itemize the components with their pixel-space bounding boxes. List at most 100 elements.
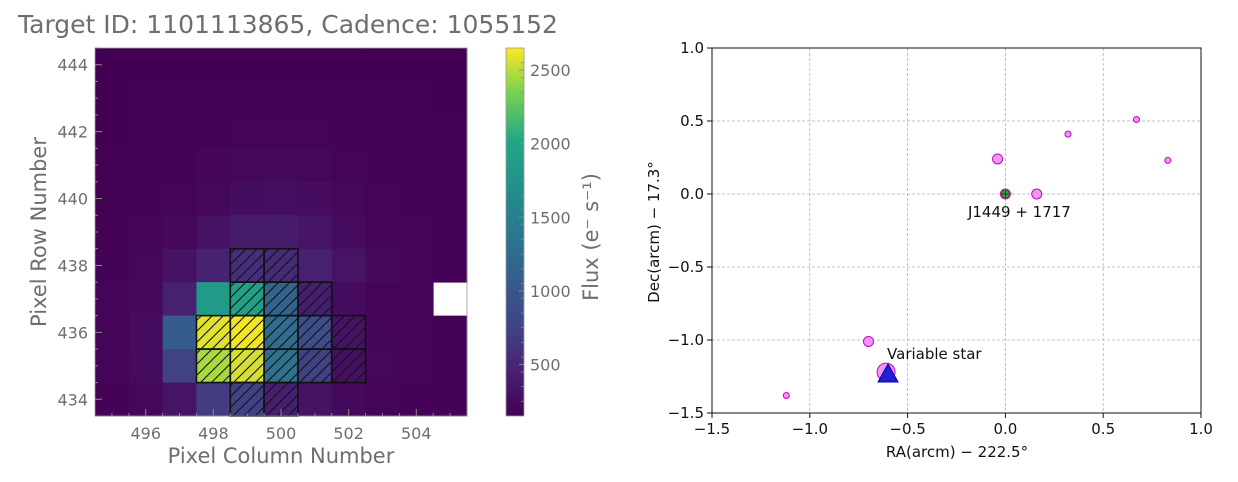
heatmap-cell xyxy=(365,315,400,350)
x-tick-label: −0.5 xyxy=(889,420,925,438)
heatmap-cell xyxy=(162,349,197,383)
heatmap-cell xyxy=(196,148,231,183)
heatmap-cell xyxy=(95,81,130,116)
heatmap-cell xyxy=(162,248,197,283)
heatmap-cell xyxy=(399,248,434,283)
colorbar xyxy=(505,47,525,417)
heatmap-cell xyxy=(230,148,265,183)
heatmap-cell xyxy=(365,48,400,82)
aperture-pixel xyxy=(195,314,232,350)
colorbar-tick-label: 2500 xyxy=(530,61,571,80)
colorbar-tick-label: 2000 xyxy=(530,135,571,154)
heatmap-cell xyxy=(399,48,434,82)
heatmap-cell xyxy=(128,114,164,149)
heatmap-panel: Target ID: 1101113865, Cadence: 1055152 … xyxy=(17,10,603,468)
heatmap-cell xyxy=(365,81,400,116)
heatmap-cell xyxy=(162,48,197,82)
heatmap-cell xyxy=(264,114,299,149)
heatmap-cell xyxy=(297,248,333,283)
star-marker xyxy=(782,391,790,399)
heatmap-cell xyxy=(128,248,164,283)
aperture-pixel xyxy=(297,314,333,350)
aperture-pixel xyxy=(330,348,367,384)
aperture-pixel xyxy=(195,348,232,384)
heatmap-cell xyxy=(128,148,164,183)
y-tick-label: −1.5 xyxy=(668,404,704,422)
heatmap-cell xyxy=(128,181,164,216)
aperture-pixel xyxy=(229,314,265,350)
x-tick-label: 500 xyxy=(266,424,297,443)
heatmap-cell xyxy=(399,81,434,116)
aperture-pixel xyxy=(263,281,299,317)
heatmap-cell xyxy=(196,248,231,283)
heatmap-cell xyxy=(95,148,130,183)
heatmap-cell xyxy=(162,114,197,149)
aperture-pixel xyxy=(330,314,367,350)
y-tick-label: −0.5 xyxy=(668,258,704,276)
heatmap-cell xyxy=(264,48,299,82)
variable-star-label: Variable star xyxy=(887,345,982,363)
heatmap-cell xyxy=(95,349,130,383)
heatmap-cell xyxy=(297,181,333,216)
heatmap-cell xyxy=(128,349,164,383)
colorbar-ticks: 500 1000 1500 2000 2500 xyxy=(519,61,571,402)
heatmap-cell xyxy=(365,382,400,417)
heatmap-cell xyxy=(297,382,333,417)
star-marker xyxy=(1164,156,1172,164)
heatmap-cell xyxy=(264,215,299,250)
heatmap-cell xyxy=(331,181,366,216)
x-tick-label: 502 xyxy=(333,424,364,443)
heatmap-cell xyxy=(399,215,434,250)
heatmap-cell xyxy=(128,48,164,82)
heatmap-cell xyxy=(433,215,468,250)
heatmap-cell xyxy=(95,215,130,250)
heatmap-cell xyxy=(433,48,468,82)
heatmap-cell xyxy=(297,114,333,149)
x-tick-label: 1.0 xyxy=(1189,420,1213,438)
heatmap-cell xyxy=(162,181,197,216)
heatmap-cell xyxy=(128,315,164,350)
heatmap-cell xyxy=(230,181,265,216)
heatmap-cell xyxy=(196,81,231,116)
heatmap-cell xyxy=(399,181,434,216)
heatmap-cell xyxy=(433,114,468,149)
y-tick-label: 434 xyxy=(57,390,88,409)
star-marker xyxy=(862,335,874,347)
x-tick-label: 0.0 xyxy=(993,420,1017,438)
sky-plot-y-axis-label: Dec(arcm) − 17.3° xyxy=(645,161,663,303)
y-tick-label: 440 xyxy=(57,190,88,209)
aperture-pixel xyxy=(263,314,299,350)
star-marker xyxy=(992,153,1004,165)
sky-plot-x-ticks: −1.5 −1.0 −0.5 0.0 0.5 1.0 xyxy=(694,413,1213,438)
heatmap-cell xyxy=(365,282,400,317)
heatmap-cell xyxy=(264,81,299,116)
heatmap-cell xyxy=(162,382,197,417)
heatmap-cell xyxy=(230,48,265,82)
x-tick-label: −1.5 xyxy=(694,420,730,438)
colorbar-label: Flux (e⁻ s⁻¹) xyxy=(579,173,603,301)
heatmap-cell xyxy=(230,81,265,116)
y-tick-label: 444 xyxy=(57,56,88,75)
sky-plot-frame xyxy=(711,47,1202,414)
heatmap-cell xyxy=(331,81,366,116)
colorbar-tick-label: 1000 xyxy=(530,282,571,301)
sky-plot-marks: J1449 + 1717 Variable star xyxy=(782,116,1172,399)
heatmap-cell xyxy=(365,215,400,250)
heatmap-cell xyxy=(297,81,333,116)
aperture-pixel xyxy=(263,247,299,283)
star-marker xyxy=(1064,130,1072,138)
y-tick-label: −1.0 xyxy=(668,331,704,349)
x-tick-label: −1.0 xyxy=(792,420,828,438)
x-tick-label: 504 xyxy=(401,424,432,443)
heatmap-cell xyxy=(365,114,400,149)
aperture-pixel xyxy=(229,281,265,317)
heatmap-title: Target ID: 1101113865, Cadence: 1055152 xyxy=(17,10,558,39)
heatmap-cell xyxy=(433,148,468,183)
star-marker xyxy=(1031,188,1043,200)
heatmap-cell xyxy=(162,315,197,350)
aperture-pixel xyxy=(297,348,333,384)
heatmap-cell xyxy=(365,148,400,183)
heatmap-cell xyxy=(95,282,130,317)
aperture-pixel xyxy=(229,348,265,384)
